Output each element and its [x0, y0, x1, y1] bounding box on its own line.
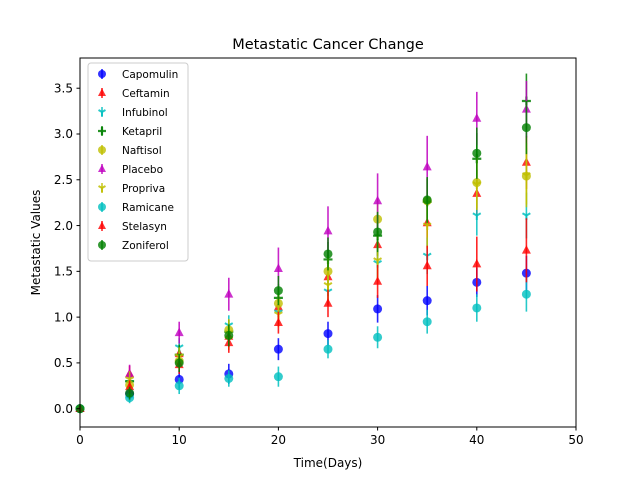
legend: Capomulin Ceftamin Infubinol Ketapril Naftis… [87, 62, 189, 262]
data-point [422, 161, 432, 171]
data-point [422, 222, 432, 231]
x-tick-label: 20 [271, 433, 286, 447]
y-tick-label: 2.0 [54, 219, 73, 233]
legend-marker [98, 70, 106, 78]
data-point [373, 276, 383, 285]
data-point [373, 195, 383, 205]
data-point [422, 260, 432, 270]
data-point [323, 225, 333, 235]
data-point [323, 344, 333, 354]
legend-label: Ramicane [122, 202, 174, 214]
legend-marker [98, 203, 106, 211]
chart-title: Metastatic Cancer Change [232, 37, 424, 53]
legend-marker [98, 88, 106, 96]
legend-item-naftisol: Naftisol [98, 145, 162, 157]
data-point [174, 327, 184, 337]
data-point [224, 289, 234, 298]
data-point [472, 212, 482, 220]
legend-marker [98, 109, 106, 116]
y-tick-label: 1.0 [54, 310, 73, 324]
legend-item-propriva: Propriva [98, 183, 165, 195]
legend-label: Capomulin [122, 69, 178, 81]
y-tick-label: 0.0 [54, 402, 73, 416]
legend-item-ceftamin: Ceftamin [98, 88, 170, 100]
data-point [472, 113, 482, 122]
data-point [273, 344, 283, 354]
data-point [224, 330, 234, 340]
data-point [174, 358, 184, 368]
data-marks [75, 73, 531, 414]
data-point [273, 372, 283, 382]
legend-item-ketapril: Ketapril [98, 126, 162, 138]
legend-label: Ceftamin [122, 88, 170, 100]
data-point [224, 373, 234, 383]
data-point [373, 332, 383, 342]
legend-label: Zoniferol [122, 240, 169, 252]
data-point [273, 317, 283, 326]
data-point [521, 123, 531, 133]
x-tick-label: 40 [469, 433, 484, 447]
legend-box [87, 62, 189, 262]
data-point [323, 249, 333, 259]
data-point [422, 317, 432, 327]
legend-item-stelasyn: Stelasyn [98, 221, 167, 233]
series-zoniferol [75, 101, 531, 414]
legend-item-capomulin: Capomulin [98, 69, 178, 81]
x-tick-label: 0 [76, 433, 84, 447]
data-point [174, 381, 184, 391]
x-axis-label: Time(Days) [293, 456, 363, 470]
data-point [125, 381, 135, 391]
x-axis-ticks: 0 10 20 30 40 50 [76, 427, 584, 447]
legend-label: Infubinol [122, 107, 168, 119]
data-point [373, 304, 383, 314]
data-point [323, 281, 333, 290]
legend-marker [98, 164, 106, 172]
y-axis-ticks: 0.0 0.5 1.0 1.5 2.0 2.5 3.0 3.5 [54, 81, 80, 416]
legend-marker [98, 185, 106, 192]
legend-item-ramicane: Ramicane [98, 202, 174, 214]
legend-item-placebo: Placebo [98, 164, 163, 176]
legend-marker [98, 221, 106, 229]
data-point [521, 289, 531, 299]
y-axis-label: Metastatic Values [29, 190, 43, 296]
data-point [521, 245, 531, 254]
legend-label: Propriva [122, 183, 165, 195]
legend-label: Ketapril [122, 126, 162, 138]
data-point [472, 148, 482, 158]
legend-marker [98, 241, 106, 249]
data-point [472, 303, 482, 313]
plot-frame [79, 57, 577, 428]
y-tick-label: 2.5 [54, 173, 73, 187]
x-tick-label: 50 [568, 433, 583, 447]
legend-marker [98, 146, 106, 154]
legend-marker [98, 127, 106, 135]
data-point [373, 257, 383, 265]
legend-label: Stelasyn [122, 221, 167, 233]
x-tick-label: 30 [370, 433, 385, 447]
data-point [472, 258, 482, 268]
legend-item-infubinol: Infubinol [98, 107, 168, 119]
data-point [373, 227, 383, 237]
y-tick-label: 1.5 [54, 265, 73, 279]
y-tick-label: 0.5 [54, 356, 73, 370]
data-point [422, 296, 432, 306]
y-tick-label: 3.0 [54, 127, 73, 141]
legend-label: Placebo [122, 164, 163, 176]
data-point [422, 195, 432, 205]
y-tick-label: 3.5 [54, 81, 73, 95]
data-point [323, 329, 333, 339]
data-point [273, 286, 283, 296]
data-point [323, 298, 333, 307]
data-point [273, 263, 283, 272]
x-tick-label: 10 [172, 433, 187, 447]
legend-label: Naftisol [122, 145, 162, 157]
data-point [472, 181, 482, 189]
data-point [521, 172, 531, 180]
data-point [125, 388, 135, 398]
legend-item-zoniferol: Zoniferol [98, 240, 169, 252]
